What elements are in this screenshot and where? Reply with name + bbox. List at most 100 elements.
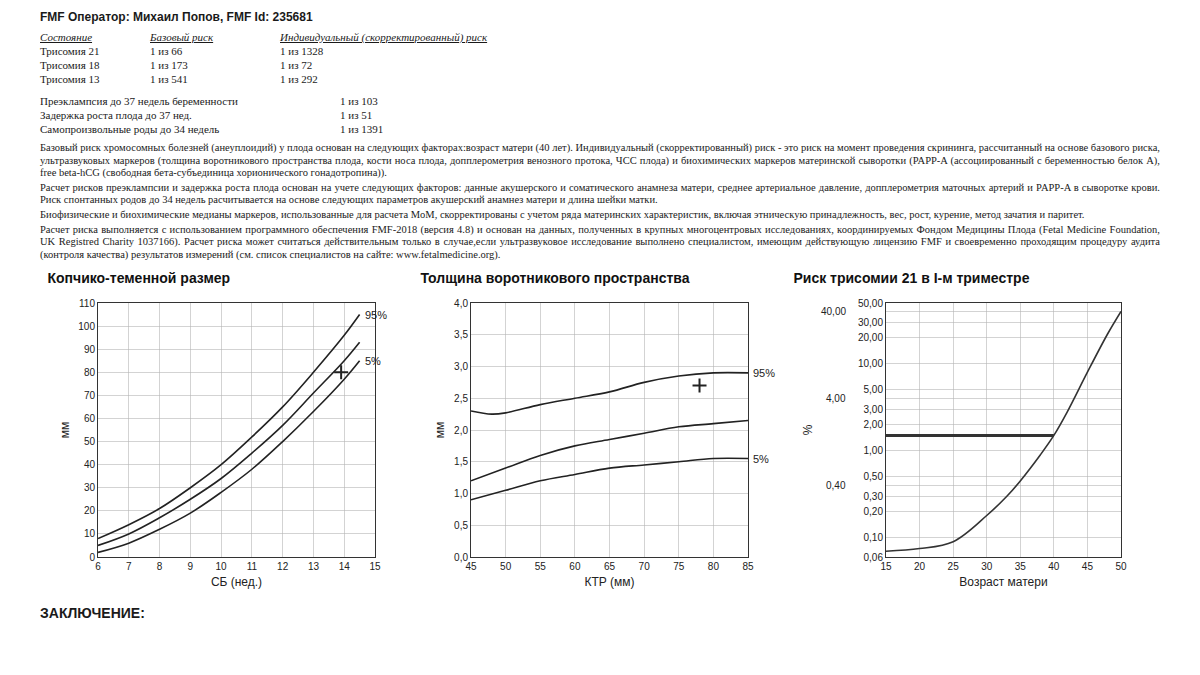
html-text:Трисомия 13: Трисомия 13 — [40, 73, 100, 85]
svg-text:8: 8 — [157, 561, 163, 572]
svg-text:40: 40 — [84, 459, 96, 470]
html-text:1 из 72: 1 из 72 — [280, 59, 313, 71]
svg-text:40,00: 40,00 — [821, 306, 846, 317]
svg-text:15: 15 — [880, 561, 892, 572]
html-text:1 из 51: 1 из 51 — [340, 109, 373, 121]
svg-text:20,00: 20,00 — [858, 332, 883, 343]
svg-text:1,00: 1,00 — [864, 446, 884, 457]
svg-text:4,0: 4,0 — [454, 298, 468, 309]
html-text:Базовый риск: Базовый риск — [150, 31, 214, 43]
html-text:Преэклампсия до 37 недель бере: Преэклампсия до 37 недель беременности — [40, 95, 238, 107]
svg-text:0,06: 0,06 — [864, 552, 884, 563]
html-text:Трисомия 18: Трисомия 18 — [40, 59, 100, 71]
svg-text:4,00: 4,00 — [826, 393, 846, 404]
svg-text:3,00: 3,00 — [864, 404, 884, 415]
svg-text:35: 35 — [1015, 561, 1027, 572]
html-text:Базовый риск хромосомных болез: Базовый риск хромосомных болезней (анеуп… — [40, 142, 1160, 179]
html-text:1 из 541: 1 из 541 — [150, 73, 188, 85]
svg-text:0,0: 0,0 — [454, 552, 468, 563]
svg-text:10,00: 10,00 — [858, 359, 883, 370]
svg-text:60: 60 — [84, 413, 96, 424]
svg-text:2,00: 2,00 — [864, 419, 884, 430]
svg-text:50: 50 — [84, 436, 96, 447]
svg-text:50: 50 — [500, 561, 512, 572]
svg-text:5%: 5% — [753, 453, 769, 465]
svg-text:5,00: 5,00 — [864, 385, 884, 396]
svg-text:30: 30 — [981, 561, 993, 572]
svg-text:0,50: 0,50 — [864, 472, 884, 483]
html-text:Состояние: Состояние — [40, 31, 92, 43]
svg-text:30: 30 — [84, 483, 96, 494]
html-text:Индивидуальный (скорректирован: Индивидуальный (скорректированный) риск — [280, 31, 488, 43]
html-text:Трисомия 21: Трисомия 21 — [40, 45, 100, 57]
svg-text:Возраст матери: Возраст матери — [959, 575, 1047, 589]
html-text:Расчет риска выполняется с исп: Расчет риска выполняется с использование… — [40, 223, 1160, 260]
svg-text:25: 25 — [948, 561, 960, 572]
svg-text:15: 15 — [369, 561, 381, 572]
svg-text:50,00: 50,00 — [858, 298, 883, 309]
html-text:Расчет рисков преэклампсии и з: Расчет рисков преэклампсии и задержка ро… — [40, 181, 1160, 206]
svg-text:75: 75 — [673, 561, 685, 572]
html-text:1 из 173: 1 из 173 — [150, 59, 188, 71]
svg-text:0,20: 0,20 — [864, 506, 884, 517]
svg-text:70: 70 — [639, 561, 651, 572]
svg-text:70: 70 — [84, 390, 96, 401]
svg-text:СБ (нед.): СБ (нед.) — [211, 575, 262, 589]
svg-text:50: 50 — [1115, 561, 1127, 572]
html-text:1 из 1328: 1 из 1328 — [280, 45, 324, 57]
html-text:1 из 66: 1 из 66 — [150, 45, 183, 57]
svg-text:9: 9 — [188, 561, 194, 572]
svg-text:2,5: 2,5 — [454, 393, 468, 404]
html-text:Задержка роста плода до 37 нед: Задержка роста плода до 37 нед. — [40, 109, 192, 121]
svg-text:6: 6 — [95, 561, 101, 572]
svg-text:95%: 95% — [753, 367, 775, 379]
svg-text:13: 13 — [308, 561, 320, 572]
svg-text:7: 7 — [126, 561, 132, 572]
svg-text:1,5: 1,5 — [454, 457, 468, 468]
svg-text:0,10: 0,10 — [864, 533, 884, 544]
html-text:ЗАКЛЮЧЕНИЕ:: ЗАКЛЮЧЕНИЕ: — [40, 605, 145, 622]
svg-text:12: 12 — [277, 561, 289, 572]
svg-text:110: 110 — [79, 298, 95, 309]
svg-text:3,0: 3,0 — [454, 361, 468, 372]
svg-text:мм: мм — [58, 422, 72, 439]
svg-text:КТР (мм): КТР (мм) — [584, 575, 634, 589]
svg-text:30,00: 30,00 — [858, 317, 883, 328]
svg-text:%: % — [801, 425, 815, 436]
svg-text:2,0: 2,0 — [454, 425, 468, 436]
svg-text:85: 85 — [742, 561, 754, 572]
svg-text:5%: 5% — [365, 355, 381, 367]
svg-text:Толщина воротникового простран: Толщина воротникового пространства — [420, 271, 689, 287]
svg-text:80: 80 — [708, 561, 720, 572]
svg-text:мм: мм — [433, 422, 447, 439]
svg-text:11: 11 — [247, 561, 258, 572]
svg-text:10: 10 — [216, 561, 228, 572]
svg-text:45: 45 — [1082, 561, 1094, 572]
svg-text:20: 20 — [84, 506, 96, 517]
svg-text:Риск трисомии 21 в I-м тримест: Риск трисомии 21 в I-м триместре — [793, 271, 1029, 287]
html-text:1 из 292: 1 из 292 — [280, 73, 318, 85]
svg-text:3,5: 3,5 — [454, 330, 468, 341]
svg-text:20: 20 — [914, 561, 926, 572]
svg-text:45: 45 — [465, 561, 477, 572]
svg-text:0: 0 — [89, 552, 95, 563]
svg-text:60: 60 — [569, 561, 581, 572]
svg-text:14: 14 — [339, 561, 351, 572]
svg-text:10: 10 — [84, 529, 96, 540]
svg-text:80: 80 — [84, 367, 96, 378]
html-text:1 из 103: 1 из 103 — [340, 95, 378, 107]
html-text:Самопроизвольные роды до 34 не: Самопроизвольные роды до 34 недель — [40, 123, 220, 135]
svg-text:1,0: 1,0 — [454, 488, 468, 499]
svg-text:95%: 95% — [365, 309, 387, 321]
svg-text:90: 90 — [84, 344, 96, 355]
html-text:FMF Оператор: Михаил Попов, FM: FMF Оператор: Михаил Попов, FMF Id: 2356… — [40, 10, 313, 24]
svg-text:0,30: 0,30 — [864, 491, 884, 502]
svg-text:100: 100 — [78, 321, 95, 332]
svg-text:0,5: 0,5 — [454, 520, 468, 531]
html-text:1 из 1391: 1 из 1391 — [340, 123, 384, 135]
svg-text:55: 55 — [535, 561, 547, 572]
svg-text:Копчико-теменной размер: Копчико-теменной размер — [47, 271, 230, 287]
svg-text:65: 65 — [604, 561, 616, 572]
svg-text:0,40: 0,40 — [826, 480, 846, 491]
svg-text:40: 40 — [1048, 561, 1060, 572]
